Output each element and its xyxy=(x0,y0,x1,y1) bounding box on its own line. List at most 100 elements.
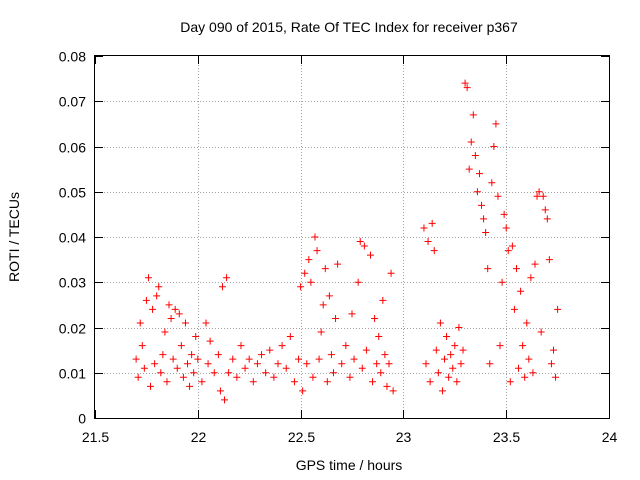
data-point-marker xyxy=(426,378,434,386)
data-point-marker xyxy=(290,378,298,386)
axis-ticks xyxy=(95,56,610,419)
data-point-marker xyxy=(438,387,446,395)
data-point-marker xyxy=(523,319,531,327)
data-point-marker xyxy=(375,333,383,341)
data-point-marker xyxy=(258,351,266,359)
plot-border xyxy=(94,55,610,419)
data-point-marker xyxy=(515,364,523,372)
data-point-marker xyxy=(144,274,152,282)
data-point-marker xyxy=(303,360,311,368)
data-point-marker xyxy=(159,351,167,359)
data-point-marker xyxy=(367,251,375,259)
data-point-marker xyxy=(286,333,294,341)
data-point-marker xyxy=(459,346,467,354)
data-point-marker xyxy=(319,301,327,309)
data-point-marker xyxy=(475,170,483,178)
data-point-marker xyxy=(301,269,309,277)
data-point-marker xyxy=(167,314,175,322)
data-point-marker xyxy=(342,342,350,350)
data-point-marker xyxy=(147,382,155,390)
data-point-marker xyxy=(549,346,557,354)
data-point-marker xyxy=(198,378,206,386)
data-point-marker xyxy=(299,387,307,395)
data-point-marker xyxy=(389,387,397,395)
data-point-marker xyxy=(245,355,253,363)
data-point-marker xyxy=(508,242,516,250)
data-point-marker xyxy=(362,346,370,354)
y-tick-label: 0.05 xyxy=(59,185,86,201)
data-point-marker xyxy=(436,319,444,327)
data-point-marker xyxy=(179,373,187,381)
data-point-marker xyxy=(237,342,245,350)
data-point-marker xyxy=(332,314,340,322)
data-point-marker xyxy=(543,215,551,223)
x-tick-label: 22 xyxy=(191,429,207,445)
data-point-marker xyxy=(371,314,379,322)
data-point-marker xyxy=(171,305,179,313)
data-point-marker xyxy=(430,247,438,255)
data-point-marker xyxy=(202,319,210,327)
data-point-marker xyxy=(262,369,270,377)
data-point-marker xyxy=(488,179,496,187)
y-tick-label: 0.02 xyxy=(59,321,86,337)
data-point-marker xyxy=(494,192,502,200)
data-point-marker xyxy=(327,351,335,359)
data-point-marker xyxy=(165,301,173,309)
data-point-marker xyxy=(552,373,560,381)
data-point-marker xyxy=(554,305,562,313)
data-point-marker xyxy=(175,310,183,318)
data-point-marker xyxy=(354,278,362,286)
x-tick-label: 22.5 xyxy=(288,429,315,445)
grid-lines xyxy=(95,56,609,418)
data-point-marker xyxy=(334,260,342,268)
data-point-marker xyxy=(307,278,315,286)
data-point-marker xyxy=(447,351,455,359)
data-point-marker xyxy=(441,355,449,363)
data-point-marker xyxy=(266,346,274,354)
data-point-marker xyxy=(504,247,512,255)
data-point-marker xyxy=(420,224,428,232)
data-point-marker xyxy=(545,256,553,264)
data-point-marker xyxy=(541,206,549,214)
data-point-marker xyxy=(206,337,214,345)
data-point-marker xyxy=(422,360,430,368)
data-point-marker xyxy=(496,342,504,350)
chart-title: Day 090 of 2015, Rate Of TEC Index for r… xyxy=(180,19,518,35)
data-point-marker xyxy=(157,369,165,377)
data-point-marker xyxy=(142,296,150,304)
data-point-marker xyxy=(537,328,545,336)
x-axis-tick-labels: 21.5 22 22.5 23 23.5 24 xyxy=(82,429,618,445)
data-point-marker xyxy=(346,373,354,381)
data-point-marker xyxy=(451,342,459,350)
data-point-marker xyxy=(379,296,387,304)
data-point-marker xyxy=(486,360,494,368)
data-point-marker xyxy=(455,324,463,331)
data-point-marker xyxy=(140,364,148,372)
data-point-marker xyxy=(424,238,432,246)
data-point-marker xyxy=(221,396,229,404)
data-point-marker xyxy=(181,319,189,327)
data-point-marker xyxy=(449,364,457,372)
data-point-marker xyxy=(161,328,169,336)
data-point-marker xyxy=(151,360,159,368)
data-point-marker xyxy=(387,269,395,277)
data-point-marker xyxy=(134,373,142,381)
data-point-marker xyxy=(225,369,233,377)
data-point-marker xyxy=(216,387,224,395)
data-point-marker xyxy=(184,360,192,368)
data-point-marker xyxy=(136,319,144,327)
data-point-marker xyxy=(278,342,286,350)
data-point-marker xyxy=(274,360,282,368)
data-point-marker xyxy=(190,369,198,377)
data-point-marker xyxy=(478,201,486,209)
y-tick-label: 0.08 xyxy=(59,49,86,65)
data-point-marker xyxy=(204,360,212,368)
data-point-marker xyxy=(539,192,547,200)
data-point-marker xyxy=(383,382,391,390)
y-axis-tick-labels: 0 0.01 0.02 0.03 0.04 0.05 0.06 0.07 0.08 xyxy=(59,49,86,427)
data-point-marker xyxy=(385,360,393,368)
data-point-marker xyxy=(313,247,321,255)
data-point-marker xyxy=(169,355,177,363)
